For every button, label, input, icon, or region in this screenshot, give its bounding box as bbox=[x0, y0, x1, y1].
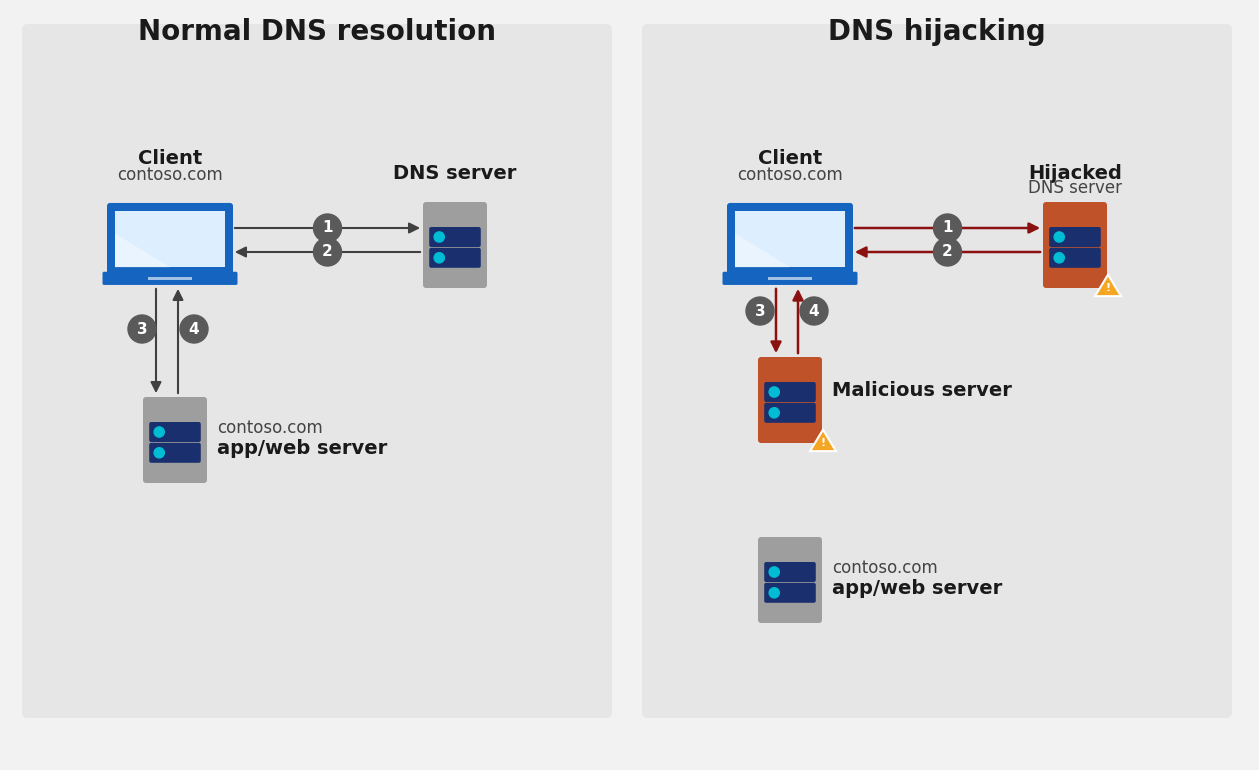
Circle shape bbox=[769, 407, 779, 418]
Circle shape bbox=[313, 214, 341, 242]
Text: 3: 3 bbox=[754, 303, 765, 319]
Text: 4: 4 bbox=[808, 303, 820, 319]
Text: Malicious server: Malicious server bbox=[832, 380, 1012, 400]
FancyBboxPatch shape bbox=[726, 203, 854, 275]
FancyBboxPatch shape bbox=[107, 203, 233, 275]
Circle shape bbox=[434, 232, 444, 242]
Text: app/web server: app/web server bbox=[217, 438, 388, 457]
Text: DNS server: DNS server bbox=[393, 164, 516, 183]
Circle shape bbox=[154, 427, 165, 437]
Text: contoso.com: contoso.com bbox=[117, 166, 223, 184]
FancyBboxPatch shape bbox=[429, 227, 481, 247]
FancyBboxPatch shape bbox=[1042, 202, 1107, 288]
FancyBboxPatch shape bbox=[21, 24, 612, 718]
Polygon shape bbox=[735, 233, 789, 267]
FancyBboxPatch shape bbox=[150, 422, 200, 442]
FancyBboxPatch shape bbox=[764, 403, 816, 423]
FancyBboxPatch shape bbox=[423, 202, 487, 288]
Text: 2: 2 bbox=[322, 245, 332, 259]
Bar bbox=[115, 211, 225, 267]
Circle shape bbox=[769, 567, 779, 578]
FancyBboxPatch shape bbox=[723, 272, 857, 285]
FancyBboxPatch shape bbox=[1049, 248, 1100, 268]
Bar bbox=[149, 277, 191, 280]
Polygon shape bbox=[115, 233, 170, 267]
Circle shape bbox=[799, 297, 828, 325]
Text: Client: Client bbox=[758, 149, 822, 168]
FancyBboxPatch shape bbox=[429, 248, 481, 268]
Bar bbox=[768, 277, 812, 280]
FancyBboxPatch shape bbox=[642, 24, 1233, 718]
FancyBboxPatch shape bbox=[758, 537, 822, 623]
Circle shape bbox=[180, 315, 208, 343]
Text: contoso.com: contoso.com bbox=[217, 419, 322, 437]
FancyBboxPatch shape bbox=[144, 397, 206, 483]
FancyBboxPatch shape bbox=[150, 443, 200, 463]
Text: 1: 1 bbox=[942, 220, 953, 236]
Text: 1: 1 bbox=[322, 220, 332, 236]
FancyBboxPatch shape bbox=[1049, 227, 1100, 247]
Text: contoso.com: contoso.com bbox=[832, 559, 938, 577]
Circle shape bbox=[769, 588, 779, 598]
Circle shape bbox=[747, 297, 774, 325]
Text: Hijacked: Hijacked bbox=[1029, 164, 1122, 183]
Text: 2: 2 bbox=[942, 245, 953, 259]
Circle shape bbox=[1054, 232, 1064, 242]
Circle shape bbox=[434, 253, 444, 263]
Text: DNS hijacking: DNS hijacking bbox=[828, 18, 1046, 46]
Text: 4: 4 bbox=[189, 322, 199, 336]
FancyBboxPatch shape bbox=[764, 562, 816, 582]
Text: 3: 3 bbox=[137, 322, 147, 336]
Circle shape bbox=[769, 387, 779, 397]
Text: Client: Client bbox=[138, 149, 203, 168]
Text: contoso.com: contoso.com bbox=[737, 166, 842, 184]
FancyBboxPatch shape bbox=[764, 382, 816, 402]
FancyBboxPatch shape bbox=[102, 272, 238, 285]
Circle shape bbox=[154, 447, 165, 458]
Polygon shape bbox=[1095, 275, 1121, 296]
Circle shape bbox=[128, 315, 156, 343]
Bar bbox=[735, 211, 845, 267]
Text: !: ! bbox=[821, 438, 826, 448]
FancyBboxPatch shape bbox=[758, 357, 822, 443]
Text: DNS server: DNS server bbox=[1029, 179, 1122, 197]
Polygon shape bbox=[810, 430, 836, 451]
Circle shape bbox=[1054, 253, 1064, 263]
Text: Normal DNS resolution: Normal DNS resolution bbox=[138, 18, 496, 46]
FancyBboxPatch shape bbox=[764, 583, 816, 603]
Circle shape bbox=[933, 214, 962, 242]
Circle shape bbox=[313, 238, 341, 266]
Text: app/web server: app/web server bbox=[832, 578, 1002, 598]
Circle shape bbox=[933, 238, 962, 266]
Text: !: ! bbox=[1105, 283, 1110, 293]
